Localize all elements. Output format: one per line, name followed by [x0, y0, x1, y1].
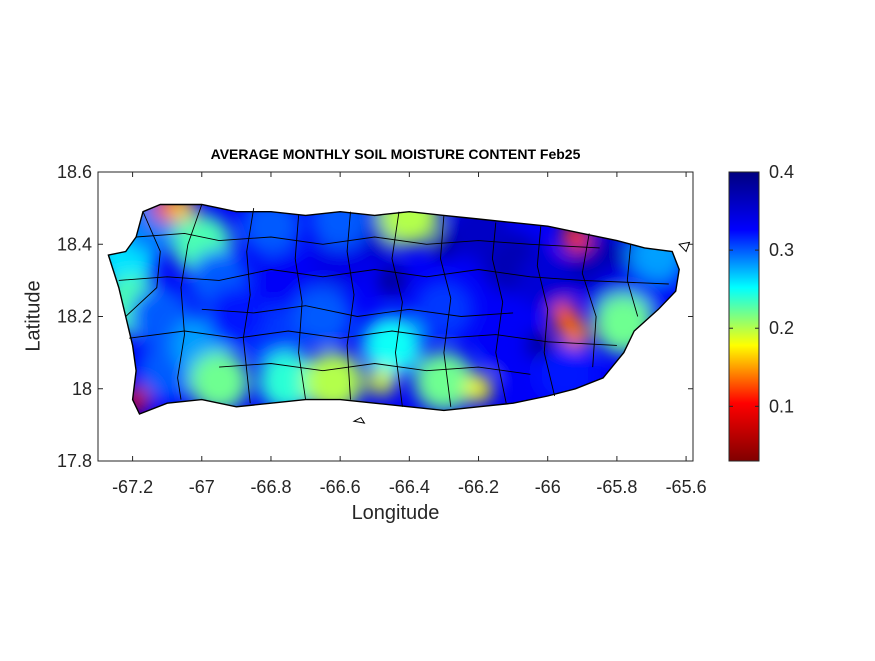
- x-tick-label: -67.2: [112, 477, 153, 497]
- moisture-sample: [167, 204, 196, 223]
- municipal-boundary: [346, 211, 355, 400]
- y-tick-label: 18.6: [57, 162, 92, 182]
- moisture-sample: [310, 204, 371, 249]
- x-tick-label: -66.6: [320, 477, 361, 497]
- y-tick-label: 17.8: [57, 451, 92, 471]
- x-tick-label: -66.8: [250, 477, 291, 497]
- colorbar-tick-label: 0.2: [769, 318, 794, 338]
- municipal-boundary: [136, 232, 600, 249]
- municipal-boundary: [201, 305, 514, 317]
- moisture-sample: [413, 279, 474, 340]
- x-tick-label: -66: [535, 477, 561, 497]
- municipal-boundary: [536, 226, 556, 397]
- municipal-boundary: [440, 215, 452, 407]
- municipal-boundary: [391, 211, 403, 407]
- x-tick-label: -66.2: [458, 477, 499, 497]
- colorbar-tick-label: 0.1: [769, 396, 794, 416]
- x-tick-label: -65.8: [596, 477, 637, 497]
- municipal-boundary: [242, 208, 255, 404]
- y-tick-label: 18.2: [57, 307, 92, 327]
- y-tick-label: 18: [72, 379, 92, 399]
- municipal-boundary: [129, 330, 617, 346]
- small-island: [352, 416, 366, 424]
- colorbar: [728, 171, 760, 462]
- x-tick-label: -66.4: [389, 477, 430, 497]
- moisture-sample: [483, 315, 544, 376]
- municipal-boundary: [491, 222, 507, 404]
- x-axis-label: Longitude: [351, 502, 440, 524]
- moisture-sample: [189, 351, 250, 412]
- x-tick-label: -65.6: [666, 477, 707, 497]
- municipal-boundary: [626, 244, 639, 317]
- moisture-sample: [258, 351, 319, 412]
- colorbar-tick-label: 0.4: [769, 162, 794, 182]
- map-title: AVERAGE MONTHLY SOIL MOISTURE CONTENT Fe…: [210, 146, 581, 162]
- moisture-sample: [413, 351, 474, 412]
- municipal-boundary: [581, 233, 597, 368]
- municipal-boundary: [125, 211, 161, 317]
- moisture-sample: [367, 367, 396, 396]
- small-island: [678, 241, 691, 253]
- moisture-sample: [362, 315, 423, 376]
- municipal-boundary: [177, 204, 203, 400]
- moisture-sample: [464, 374, 493, 403]
- y-tick-label: 18.4: [57, 234, 92, 254]
- moisture-sample: [379, 204, 440, 246]
- municipal-boundary: [294, 215, 307, 400]
- moisture-sample: [206, 286, 267, 347]
- coastline: [107, 203, 680, 415]
- moisture-sample: [517, 250, 578, 311]
- x-tick-label: -67: [189, 477, 215, 497]
- moisture-sample: [561, 320, 590, 349]
- municipal-boundary: [118, 269, 669, 285]
- colorbar-tick-label: 0.3: [769, 240, 794, 260]
- y-axis-label: Latitude: [22, 280, 45, 352]
- municipal-boundary: [219, 363, 531, 375]
- moisture-sample: [292, 286, 353, 347]
